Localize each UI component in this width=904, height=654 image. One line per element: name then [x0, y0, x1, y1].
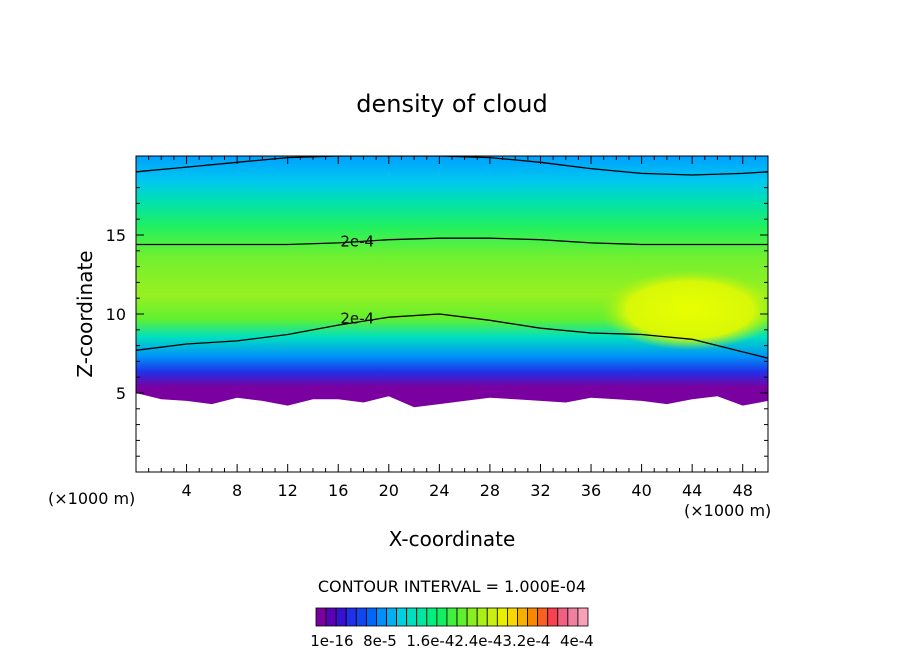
y-axis-ticks: 5 10 15 — [106, 171, 768, 457]
x-axis-ticks: 4 8 12 16 20 24 28 32 36 40 44 48 — [148, 156, 756, 500]
contour-labels: 2e-4 2e-4 — [340, 232, 374, 327]
colorbar-swatch — [456, 607, 468, 627]
colorbar-swatch — [476, 607, 488, 627]
colorbar-swatch — [406, 607, 418, 627]
x-unit-right: (×1000 m) — [684, 501, 771, 520]
x-tick-label: 24 — [429, 481, 449, 500]
plot-area — [136, 156, 768, 408]
colorbar-swatch — [376, 607, 387, 627]
colorbar-swatch — [557, 607, 569, 627]
colorbar-swatch — [436, 607, 448, 627]
y-axis-label: Z-coordinate — [73, 250, 97, 377]
colorbar-labels: 1e-16 8e-5 1.6e-42.4e-43.2e-4 4e-4 — [310, 632, 593, 650]
colorbar-swatch — [396, 607, 408, 627]
contour-line-2 — [136, 313, 768, 359]
colorbar-swatch — [315, 607, 327, 627]
colorbar — [315, 607, 589, 627]
yellow-maximum-region — [600, 270, 768, 350]
colorbar-swatch — [446, 607, 458, 627]
colorbar-swatch — [365, 607, 377, 627]
colorbar-swatch — [486, 607, 498, 627]
x-tick-label: 8 — [232, 481, 242, 500]
x-axis-label: X-coordinate — [389, 527, 516, 551]
contour-label-0: 2e-4 — [340, 232, 374, 250]
density-field — [136, 156, 768, 408]
x-tick-label: 16 — [328, 481, 348, 500]
chart-title: density of cloud — [356, 90, 547, 118]
colorbar-swatch — [577, 607, 589, 627]
colorbar-swatch — [466, 607, 478, 627]
colorbar-swatch — [537, 607, 549, 627]
colorbar-swatch — [345, 607, 357, 627]
colorbar-swatch — [416, 607, 428, 627]
colorbar-swatch — [426, 607, 438, 627]
x-tick-label: 12 — [278, 481, 298, 500]
colorbar-swatch — [547, 607, 559, 627]
colorbar-swatch — [527, 607, 539, 627]
contour-line-1 — [136, 237, 768, 246]
x-tick-label: 36 — [581, 481, 601, 500]
colorbar-swatch — [496, 607, 508, 627]
y-tick-label: 10 — [106, 305, 126, 324]
contour-label-1: 2e-4 — [340, 310, 374, 328]
x-tick-label: 48 — [733, 481, 753, 500]
colorbar-swatch — [386, 607, 397, 627]
x-tick-label: 20 — [379, 481, 399, 500]
x-tick-label: 32 — [530, 481, 550, 500]
x-tick-label: 28 — [480, 481, 500, 500]
x-tick-label: 4 — [181, 481, 191, 500]
colorbar-swatch — [335, 607, 347, 627]
x-tick-label: 44 — [682, 481, 702, 500]
colorbar-swatch — [507, 607, 518, 627]
contour-interval-text: CONTOUR INTERVAL = 1.000E-04 — [318, 577, 586, 596]
colorbar-swatch — [517, 607, 528, 627]
colorbar-swatch — [567, 607, 579, 627]
y-tick-label: 15 — [106, 226, 126, 245]
colorbar-swatch — [325, 607, 337, 627]
x-unit-left: (×1000 m) — [48, 489, 135, 508]
x-tick-label: 40 — [631, 481, 651, 500]
colorbar-swatch — [355, 607, 367, 627]
y-tick-label: 5 — [116, 384, 126, 403]
